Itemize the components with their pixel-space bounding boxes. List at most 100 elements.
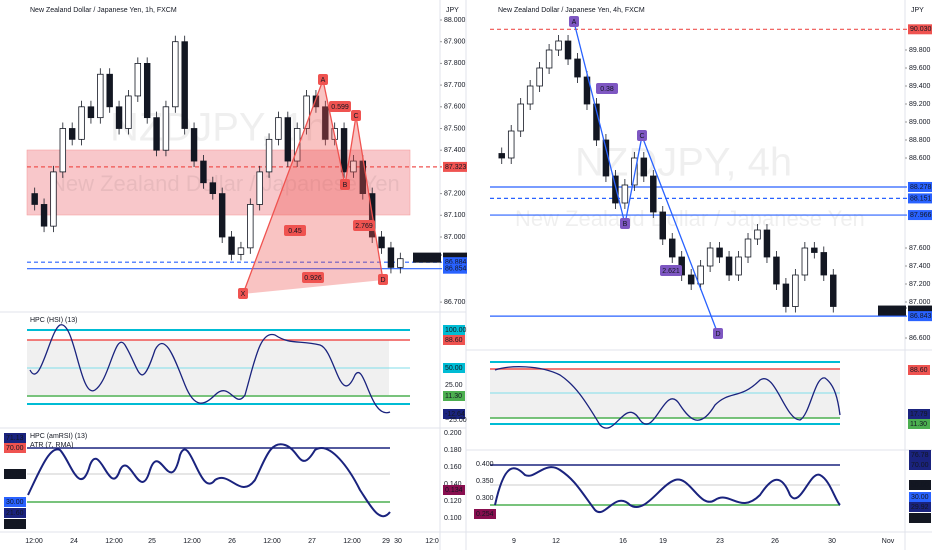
- pattern-point-box: [378, 274, 388, 285]
- x-tick-label: 30: [394, 538, 402, 545]
- pattern-point: B: [343, 182, 348, 189]
- candle: [31, 193, 38, 205]
- candle: [312, 95, 320, 108]
- pattern-point-box: [238, 288, 248, 299]
- panel-title: New Zealand Dollar / Japanese Yen, 4h, F…: [498, 7, 645, 14]
- value-tag-box: [443, 409, 465, 419]
- candle: [387, 247, 395, 268]
- candle: [640, 157, 648, 177]
- value-tag-box: [4, 508, 26, 518]
- value-tag-box: [443, 363, 465, 373]
- candle: [526, 85, 534, 105]
- atr-scale: 0.400: [476, 461, 494, 468]
- value-tag: 70.00: [911, 462, 929, 469]
- ratio-label: 2.769: [355, 223, 373, 230]
- price-label-box: [443, 263, 467, 274]
- atr-box: [474, 509, 496, 519]
- candle: [830, 274, 837, 307]
- symbol-label: NZDJPY: [415, 254, 443, 261]
- candle: [545, 49, 553, 69]
- y-tick-label: 87.100: [444, 212, 466, 219]
- x-tick-label: 26: [771, 538, 779, 545]
- value-tag-box: [4, 469, 26, 479]
- candle: [792, 274, 799, 307]
- atr-label: 0.254: [476, 511, 494, 518]
- x-tick-label: 16: [619, 538, 627, 545]
- oscillator2-right: [490, 464, 841, 513]
- candle: [50, 171, 57, 227]
- x-tick-label: 24: [70, 538, 78, 545]
- indicator-title: HPC (amRSI) (13): [30, 433, 87, 440]
- candle: [59, 128, 67, 173]
- y-tick-label: 89.600: [909, 65, 931, 72]
- y-tick-label: 86.700: [444, 299, 466, 306]
- price-label: 86.905: [910, 307, 932, 314]
- candle: [706, 247, 714, 267]
- value-tag: −25.00: [445, 417, 467, 424]
- candle: [754, 229, 761, 240]
- value-tag-box: [443, 335, 465, 345]
- value-tag: 71.13: [6, 435, 24, 442]
- price-label-box: [908, 305, 932, 316]
- candle: [322, 106, 329, 140]
- candle: [668, 238, 676, 258]
- value-tag-box: [909, 480, 931, 490]
- atr-box: [443, 485, 465, 495]
- price-label-box: [908, 193, 932, 204]
- y-tick-label: 88.600: [909, 155, 931, 162]
- candle: [143, 63, 151, 119]
- candle: [275, 117, 282, 140]
- price-label: 88.151: [910, 195, 932, 202]
- price-label-box: [443, 161, 467, 172]
- candle: [811, 247, 818, 253]
- value-tag-box: [909, 502, 931, 512]
- pattern-point-box: [318, 74, 328, 85]
- candle: [631, 157, 638, 186]
- ratio-box: [329, 101, 351, 112]
- candle: [621, 184, 629, 204]
- pattern-point: X: [241, 291, 246, 298]
- pattern-point: A: [572, 19, 577, 26]
- value-tag-box: [4, 497, 26, 507]
- ratio-label: 0.38: [600, 86, 614, 93]
- y-tick-label: 87.000: [909, 299, 931, 306]
- value-tag: 88.60: [910, 367, 928, 374]
- price-label: 88.278: [910, 184, 932, 191]
- y-tick-label: 87.600: [444, 104, 466, 111]
- x-tick-label: 30: [828, 538, 836, 545]
- indicator-title: ATR (7, RMA): [30, 442, 73, 449]
- value-tag: 30.00: [911, 494, 929, 501]
- y-tick-label: 89.800: [909, 47, 931, 54]
- candle: [190, 128, 198, 162]
- candle: [782, 283, 790, 307]
- candle: [378, 236, 385, 249]
- currency: JPY: [446, 7, 459, 14]
- candle: [162, 106, 170, 151]
- x-tick-label: 12:00: [105, 538, 123, 545]
- value-tag: 100.00: [445, 327, 467, 334]
- value-tag: 17.79: [910, 411, 928, 418]
- x-tick-label: 12:00: [183, 538, 201, 545]
- candle: [397, 258, 404, 268]
- price-label-box: [908, 24, 932, 35]
- ratio-box: [353, 220, 375, 231]
- x-tick-label: 12:00: [343, 538, 361, 545]
- value-tag: 50.00: [445, 365, 463, 372]
- oscillator2-left: [27, 443, 391, 518]
- candle: [256, 171, 263, 205]
- value-tag: 88.60: [445, 337, 463, 344]
- candle: [228, 236, 235, 255]
- candle: [687, 274, 695, 285]
- candle: [340, 128, 348, 173]
- price-label: 86.884: [445, 259, 467, 266]
- y-tick-label: 89.200: [909, 101, 931, 108]
- candle: [801, 247, 809, 276]
- candle: [115, 106, 123, 129]
- oscillator-left: [27, 324, 410, 414]
- candle: [583, 76, 591, 105]
- y-tick-label: 89.000: [909, 119, 931, 126]
- value-tag-box: [908, 365, 930, 375]
- value-tag: 50.00: [911, 482, 929, 489]
- value-tag-box: [443, 325, 465, 335]
